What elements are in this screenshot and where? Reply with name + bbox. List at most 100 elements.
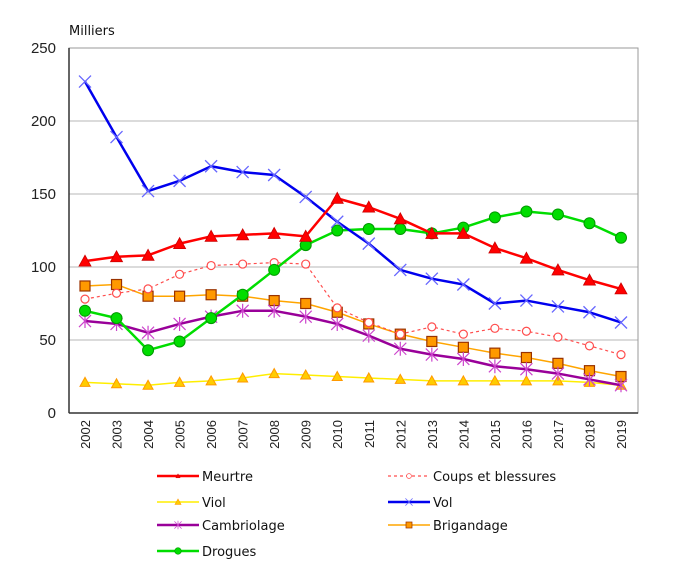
- data-point: [488, 241, 502, 254]
- x-tick-label: 2012: [393, 420, 408, 449]
- x-tick-labels: 2002 2003 2004 2005 2006 2007 2008 2009 2010 2011…: [78, 420, 629, 449]
- x-tick-label: 2019: [614, 420, 629, 449]
- data-point: [110, 130, 123, 144]
- data-point: [458, 329, 468, 339]
- x-tick-label: 2017: [551, 420, 566, 449]
- data-point: [457, 341, 469, 353]
- x-tick-label: 2013: [425, 420, 440, 449]
- data-point: [332, 303, 342, 313]
- data-point: [614, 316, 628, 329]
- data-point: [553, 332, 563, 342]
- legend-item: Drogues: [157, 545, 257, 560]
- data-point: [236, 303, 250, 318]
- data-point: [173, 316, 187, 331]
- data-point: [425, 272, 439, 286]
- y-tick-label: 0: [48, 405, 56, 422]
- data-point: [551, 263, 565, 276]
- data-point: [457, 374, 470, 386]
- series-line: [84, 197, 622, 291]
- data-point: [300, 297, 312, 310]
- gridlines: [69, 120, 638, 341]
- data-point: [616, 350, 626, 360]
- data-point: [330, 316, 344, 331]
- data-point: [425, 347, 439, 362]
- legend-marker: [405, 498, 413, 506]
- y-tick-label: 200: [31, 113, 56, 130]
- data-point: [110, 312, 123, 325]
- legend-label: Brigandage: [433, 519, 508, 534]
- legend-label: Drogues: [202, 545, 257, 560]
- data-point: [204, 229, 218, 242]
- data-point: [425, 374, 438, 386]
- series-viol: [79, 367, 627, 390]
- data-point: [141, 184, 155, 198]
- data-point: [362, 371, 375, 383]
- data-point: [299, 309, 313, 324]
- data-point: [364, 317, 374, 328]
- data-point: [205, 374, 217, 386]
- x-tick-label: 2016: [519, 420, 534, 449]
- data-point: [301, 259, 311, 269]
- data-point: [393, 341, 407, 356]
- y-tick-label: 100: [31, 259, 56, 276]
- data-point: [395, 329, 405, 339]
- data-point: [393, 263, 407, 277]
- data-point: [330, 191, 344, 204]
- data-point: [488, 359, 502, 374]
- data-point: [79, 376, 91, 387]
- data-point: [614, 378, 628, 393]
- x-tick-label: 2010: [330, 420, 345, 449]
- data-point: [521, 326, 532, 336]
- legend-item: Brigandage: [388, 519, 508, 534]
- data-point: [268, 367, 281, 379]
- data-point: [362, 328, 376, 343]
- data-point: [172, 236, 187, 250]
- x-tick-label: 2015: [488, 420, 503, 449]
- data-point: [520, 374, 533, 386]
- data-point: [489, 347, 501, 359]
- data-point: [236, 288, 249, 301]
- data-point: [582, 273, 597, 286]
- data-point: [551, 299, 565, 313]
- data-point: [330, 215, 344, 229]
- data-point: [142, 344, 155, 357]
- legend-marker: [405, 521, 413, 529]
- data-point: [362, 223, 375, 236]
- data-point: [80, 294, 90, 304]
- data-point: [425, 226, 439, 239]
- series-cambriolage: [78, 303, 628, 393]
- data-point: [490, 323, 500, 333]
- legend-label: Vol: [433, 496, 452, 511]
- data-point: [173, 174, 187, 188]
- legend-label: Meurtre: [202, 470, 253, 485]
- data-point: [394, 373, 407, 384]
- data-point: [79, 304, 91, 317]
- series-drogues: [79, 205, 627, 357]
- data-point: [426, 335, 438, 348]
- data-point: [362, 237, 376, 251]
- data-point: [205, 289, 217, 301]
- data-point: [268, 263, 281, 276]
- data-point: [584, 341, 595, 351]
- data-point: [109, 249, 124, 263]
- data-point: [520, 205, 533, 218]
- data-point: [520, 351, 533, 364]
- data-point: [519, 362, 533, 377]
- data-point: [142, 379, 154, 390]
- legend-label: Coups et blessures: [433, 470, 556, 485]
- x-tick-label: 2006: [204, 420, 219, 449]
- series-coups-et-blessures: [80, 258, 626, 360]
- data-point: [110, 377, 123, 389]
- data-point: [110, 278, 123, 291]
- legend-marker: [174, 520, 182, 530]
- data-point: [583, 372, 596, 387]
- data-point: [614, 282, 628, 295]
- data-point: [427, 322, 437, 332]
- legend-item: Cambriolage: [157, 519, 285, 534]
- series-line: [83, 80, 622, 324]
- y-tick-labels: 0 50 100 150 200 250: [31, 40, 56, 422]
- legend-marker: [174, 547, 182, 555]
- y-unit-label: Milliers: [69, 24, 115, 39]
- data-point: [173, 335, 186, 348]
